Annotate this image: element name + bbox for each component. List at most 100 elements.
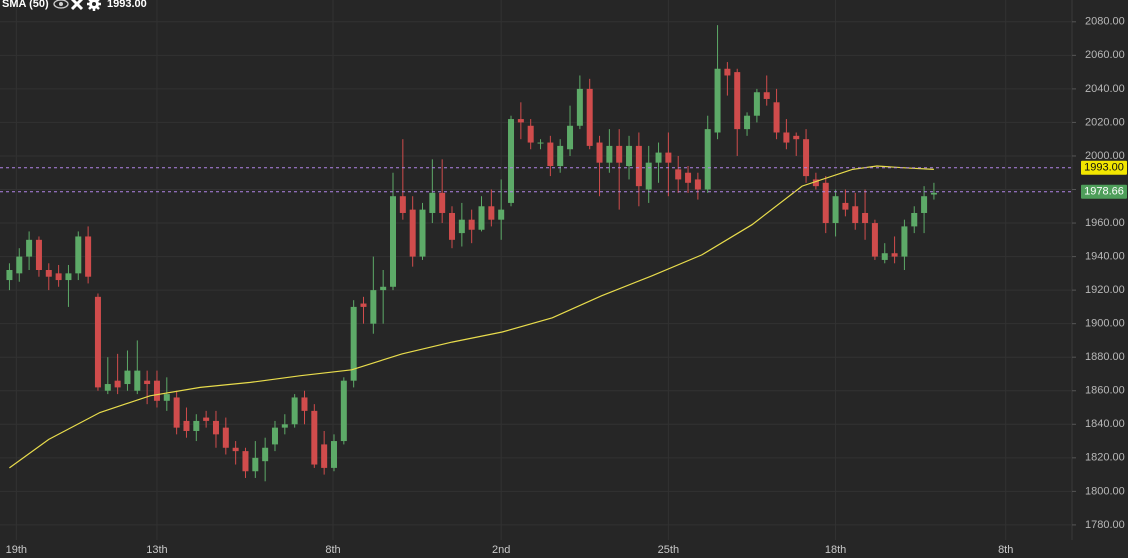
grid xyxy=(0,0,1076,540)
candle-body xyxy=(665,152,672,163)
y-tick-label: 2020.00 xyxy=(1085,116,1125,128)
settings-icon[interactable] xyxy=(87,0,101,11)
candle-body xyxy=(439,192,446,213)
candle-body xyxy=(203,417,210,421)
axis-labels: 1780.00 1800.00 1820.00 1840.00 1860.00 1880.… xyxy=(6,16,1127,556)
candle-body xyxy=(321,444,328,468)
candle-body xyxy=(153,380,160,401)
candle-body xyxy=(311,410,318,465)
candle-body xyxy=(488,206,495,220)
price-label: 1978.66 xyxy=(1084,186,1124,198)
y-tick-label: 2080.00 xyxy=(1085,16,1125,28)
candle-body xyxy=(635,145,642,187)
candle-body xyxy=(173,397,180,428)
candle-body xyxy=(537,142,544,144)
candle-body xyxy=(134,370,141,391)
candle-body xyxy=(753,92,760,116)
y-tick-label: 2040.00 xyxy=(1085,83,1125,95)
candle-body xyxy=(409,209,416,257)
candle-body xyxy=(26,239,33,257)
x-tick-label: 18th xyxy=(825,544,846,556)
price-label: 1993.00 xyxy=(1084,162,1124,174)
candle-body xyxy=(183,420,190,431)
candle-body xyxy=(871,223,878,257)
candle-body xyxy=(360,303,367,307)
candle-body xyxy=(783,132,790,143)
candle-body xyxy=(390,196,397,287)
candle-body xyxy=(478,206,485,230)
candle-body xyxy=(586,88,593,146)
y-tick-label: 1860.00 xyxy=(1085,385,1125,397)
candle-body xyxy=(114,380,121,388)
candle-body xyxy=(104,384,111,391)
candle-body xyxy=(380,286,387,291)
candle-body xyxy=(281,424,288,428)
candle-body xyxy=(429,192,436,213)
candle-body xyxy=(645,162,652,190)
candle-body xyxy=(271,427,278,445)
candle-body xyxy=(419,209,426,257)
candle-body xyxy=(901,226,908,257)
y-tick-label: 1940.00 xyxy=(1085,250,1125,262)
candle-body xyxy=(803,139,810,177)
y-tick-label: 1960.00 xyxy=(1085,217,1125,229)
candle-body xyxy=(763,92,770,99)
candle-body xyxy=(399,196,406,213)
candle-body xyxy=(45,270,52,277)
candle-body xyxy=(370,290,377,324)
candle-body xyxy=(852,206,859,224)
candle-body xyxy=(124,370,131,385)
candle-body xyxy=(16,256,23,274)
candle-body xyxy=(6,270,13,281)
candle-body xyxy=(193,420,200,431)
candle-body xyxy=(458,219,465,234)
candle-body xyxy=(65,273,72,281)
candle-body xyxy=(773,102,780,133)
candle-body xyxy=(694,179,701,190)
candle-body xyxy=(212,420,219,435)
candle-body xyxy=(517,119,524,123)
candle-body xyxy=(812,179,819,187)
y-tick-label: 1840.00 xyxy=(1085,418,1125,430)
candle-body xyxy=(350,306,357,381)
x-tick-label: 8th xyxy=(998,544,1013,556)
candle-body xyxy=(891,253,898,257)
candle-body xyxy=(724,68,731,76)
candle-body xyxy=(616,145,623,163)
candle-body xyxy=(291,397,298,425)
candle-body xyxy=(832,196,839,224)
candle-body xyxy=(842,202,849,210)
candle-body xyxy=(596,142,603,163)
x-tick-label: 8th xyxy=(325,544,340,556)
sma-line xyxy=(9,165,934,469)
candle-body xyxy=(252,457,259,472)
candle-body xyxy=(793,135,800,140)
candle-body xyxy=(626,145,633,167)
x-tick-label: 13th xyxy=(146,544,167,556)
candle-body xyxy=(911,212,918,227)
candle-body xyxy=(94,296,101,388)
x-tick-label: 2nd xyxy=(492,544,510,556)
candle-body xyxy=(498,209,505,220)
candle-body xyxy=(822,182,829,224)
y-tick-label: 1800.00 xyxy=(1085,485,1125,497)
candle-body xyxy=(35,239,42,270)
y-tick-label: 1880.00 xyxy=(1085,351,1125,363)
remove-icon[interactable] xyxy=(70,0,84,11)
x-tick-label: 19th xyxy=(6,544,27,556)
visibility-icon[interactable] xyxy=(53,0,69,9)
candle-body xyxy=(685,172,692,183)
candle-body xyxy=(881,253,888,260)
candle-body xyxy=(921,196,928,213)
candle-body xyxy=(232,447,239,452)
y-tick-label: 1900.00 xyxy=(1085,318,1125,330)
candle-body xyxy=(930,192,937,195)
candle-body xyxy=(301,397,308,411)
price-label-box xyxy=(1081,160,1127,175)
y-tick-label: 1920.00 xyxy=(1085,284,1125,296)
candle-body xyxy=(242,451,249,472)
candle-body xyxy=(655,152,662,163)
candle-body xyxy=(222,427,229,448)
